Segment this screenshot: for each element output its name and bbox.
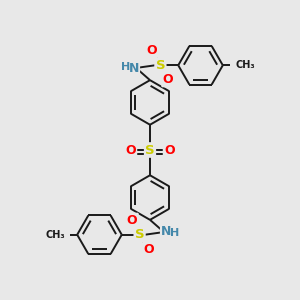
Text: O: O [143, 243, 154, 256]
Text: O: O [127, 214, 137, 227]
Text: O: O [163, 73, 173, 86]
Text: CH₃: CH₃ [45, 230, 65, 240]
Text: O: O [125, 143, 136, 157]
Text: S: S [145, 143, 155, 157]
Text: H: H [121, 62, 130, 72]
Text: O: O [146, 44, 157, 57]
Text: S: S [135, 228, 144, 241]
Text: H: H [170, 228, 179, 238]
Text: N: N [161, 225, 172, 238]
Text: CH₃: CH₃ [235, 60, 255, 70]
Text: O: O [164, 143, 175, 157]
Text: N: N [128, 62, 139, 75]
Text: S: S [156, 59, 165, 72]
